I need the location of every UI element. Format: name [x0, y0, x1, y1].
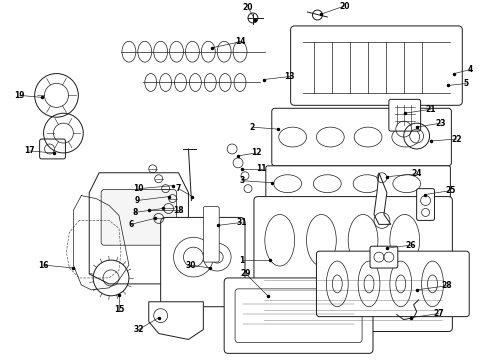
Text: 14: 14: [235, 37, 245, 46]
Text: 1: 1: [240, 256, 245, 265]
Polygon shape: [149, 302, 203, 339]
Text: 23: 23: [435, 119, 446, 128]
Text: 27: 27: [433, 309, 444, 318]
FancyBboxPatch shape: [203, 207, 219, 262]
FancyBboxPatch shape: [254, 197, 452, 332]
Text: 16: 16: [38, 261, 49, 270]
FancyBboxPatch shape: [272, 108, 451, 166]
Text: 18: 18: [173, 206, 184, 215]
Text: 29: 29: [241, 270, 251, 279]
FancyBboxPatch shape: [416, 189, 435, 220]
Text: 5: 5: [464, 79, 469, 88]
Text: 6: 6: [128, 220, 133, 229]
Text: 11: 11: [257, 164, 267, 173]
Text: 32: 32: [134, 325, 144, 334]
Text: 31: 31: [237, 218, 247, 227]
Text: 12: 12: [251, 148, 261, 157]
FancyBboxPatch shape: [370, 246, 398, 268]
Text: 21: 21: [425, 105, 436, 114]
FancyBboxPatch shape: [101, 190, 176, 245]
Text: 22: 22: [451, 135, 462, 144]
Text: 26: 26: [405, 241, 416, 250]
FancyBboxPatch shape: [161, 217, 245, 307]
FancyBboxPatch shape: [266, 166, 450, 202]
Text: 19: 19: [15, 91, 25, 100]
Text: 4: 4: [467, 65, 473, 74]
Text: 24: 24: [412, 169, 422, 178]
Text: 3: 3: [240, 176, 245, 185]
FancyBboxPatch shape: [224, 278, 373, 354]
Text: 28: 28: [441, 282, 452, 291]
Text: 20: 20: [339, 1, 349, 10]
FancyBboxPatch shape: [317, 251, 469, 317]
Text: 30: 30: [185, 261, 196, 270]
FancyBboxPatch shape: [291, 26, 462, 105]
Text: 15: 15: [114, 305, 124, 314]
FancyBboxPatch shape: [389, 99, 420, 131]
Text: 7: 7: [176, 184, 181, 193]
Polygon shape: [89, 173, 189, 284]
Text: 13: 13: [284, 72, 295, 81]
Polygon shape: [374, 173, 391, 224]
Text: 17: 17: [24, 147, 35, 156]
FancyBboxPatch shape: [40, 139, 65, 159]
Text: 9: 9: [134, 196, 140, 205]
Text: 25: 25: [445, 186, 456, 195]
Text: 8: 8: [132, 208, 138, 217]
FancyBboxPatch shape: [235, 289, 362, 342]
Text: 2: 2: [249, 123, 255, 132]
Text: 10: 10: [134, 184, 144, 193]
Text: 20: 20: [243, 3, 253, 12]
